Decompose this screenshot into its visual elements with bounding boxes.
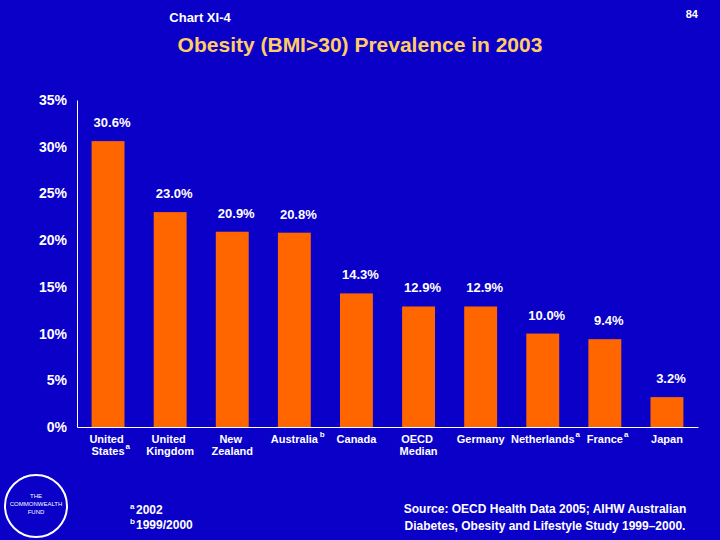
logo-text: COMMONWEALTH: [10, 501, 63, 507]
page-number: 84: [686, 8, 699, 20]
label-line: OECD: [401, 433, 436, 445]
x-tick-label: OECD Median: [400, 433, 438, 458]
y-tick-label: 5%: [47, 372, 68, 388]
bar: [464, 306, 497, 427]
y-tick: 30%: [39, 139, 77, 155]
bar: [340, 293, 373, 427]
logo-text: FUND: [28, 509, 45, 515]
background: [0, 0, 720, 540]
source-line: Source: OECD Health Data 2005; AIHW Aust…: [404, 502, 687, 516]
label-line: Netherlands: [511, 433, 575, 445]
data-label: 23.0%: [156, 186, 193, 201]
logo-ring: [5, 475, 67, 537]
x-tick: Netherlands: [511, 427, 575, 445]
y-tick-label: 10%: [39, 326, 68, 342]
label-line: Germany: [457, 433, 506, 445]
x-tick-label: Netherlands: [511, 433, 575, 445]
x-tick: United Kingdom: [146, 427, 194, 457]
y-axis: 0% 5% 10% 15% 20% 25% 30% 35%: [39, 92, 78, 435]
x-tick-label: New Zealand: [211, 433, 253, 458]
data-label: 12.9%: [404, 280, 441, 295]
x-tick-label: Japan: [651, 433, 683, 445]
label-line: States: [92, 445, 125, 457]
footnotes: a2002b1999/2000: [130, 502, 193, 532]
bar: [278, 233, 311, 427]
footnote-text: 2002: [136, 503, 163, 517]
bar: [526, 334, 559, 427]
data-labels: 30.6% 23.0% 20.9% 20.8% 14.3% 12.9% 12.9% 10.0%…: [94, 115, 687, 386]
chart: Chart XI-4 84 Obesity (BMI>30) Prevalence …: [0, 0, 720, 540]
y-axis-line: [77, 101, 78, 428]
x-axis-line: [78, 427, 699, 428]
category-marks: a b a a: [126, 430, 629, 452]
y-tick-label: 30%: [39, 139, 68, 155]
bar: [402, 306, 435, 427]
category-mark: a: [576, 430, 581, 439]
x-tick: Japan: [651, 427, 683, 445]
x-tick: New Zealand: [211, 427, 253, 457]
data-label: 20.8%: [280, 207, 317, 222]
logo: THE COMMONWEALTH FUND: [5, 475, 67, 537]
x-tick: Australia: [271, 427, 319, 445]
label-line: Canada: [337, 433, 378, 445]
y-tick: 20%: [39, 232, 77, 248]
source-line: Diabetes, Obesity and Lifestyle Study 19…: [405, 519, 686, 533]
label-line: Japan: [651, 433, 683, 445]
x-tick-label: Australia: [271, 433, 319, 445]
y-tick-label: 35%: [39, 92, 68, 108]
data-label: 14.3%: [342, 267, 379, 282]
title: Obesity (BMI>30) Prevalence in 2003: [178, 33, 543, 56]
x-tick-label: United States: [89, 433, 126, 458]
logo-text: THE: [30, 493, 42, 499]
y-tick-label: 25%: [39, 185, 68, 201]
label-line: Kingdom: [146, 445, 194, 457]
y-tick-label: 20%: [39, 232, 68, 248]
y-tick: 25%: [39, 185, 77, 201]
x-tick-label: Germany: [457, 433, 506, 445]
footnote-mark: b: [130, 517, 135, 526]
label-line: Median: [400, 445, 438, 457]
data-label: 10.0%: [528, 308, 565, 323]
data-label: 12.9%: [466, 280, 503, 295]
x-tick-label: Canada: [337, 433, 378, 445]
footnote-mark: a: [130, 502, 135, 511]
data-label: 30.6%: [94, 115, 131, 130]
bar: [154, 212, 187, 427]
y-tick: 35%: [39, 92, 77, 108]
x-tick-label: France: [587, 433, 623, 445]
data-label: 20.9%: [218, 206, 255, 221]
y-tick: 10%: [39, 326, 77, 342]
x-tick: OECD Median: [400, 427, 438, 457]
bar: [650, 397, 683, 427]
bar: [216, 232, 249, 427]
x-tick-label: United Kingdom: [146, 433, 194, 458]
bars: [92, 141, 684, 427]
source: Source: OECD Health Data 2005; AIHW Aust…: [404, 502, 687, 533]
x-tick: Canada: [337, 427, 378, 445]
category-mark: b: [320, 430, 325, 439]
category-mark: a: [624, 430, 629, 439]
bar: [588, 339, 621, 427]
x-tick: United States: [89, 427, 126, 457]
data-label: 3.2%: [656, 371, 686, 386]
x-tick: France: [587, 427, 623, 445]
label-line: United: [89, 433, 126, 445]
x-tick: Germany: [457, 427, 506, 445]
data-label: 9.4%: [594, 313, 624, 328]
label-line: France: [587, 433, 623, 445]
footnote-text: 1999/2000: [136, 518, 193, 532]
y-tick: 5%: [47, 372, 77, 388]
category-mark: a: [126, 442, 131, 451]
y-tick-label: 15%: [39, 279, 68, 295]
chart-number: Chart XI-4: [169, 10, 231, 25]
y-tick-label: 0%: [47, 419, 68, 435]
y-tick: 0%: [47, 419, 77, 435]
y-tick: 15%: [39, 279, 77, 295]
x-axis: United StatesUnited KingdomNew ZealandAu…: [78, 427, 699, 457]
bar: [92, 141, 125, 427]
label-line: Australia: [271, 433, 319, 445]
label-line: United: [152, 433, 189, 445]
label-line: New: [219, 433, 245, 445]
label-line: Zealand: [211, 445, 253, 457]
